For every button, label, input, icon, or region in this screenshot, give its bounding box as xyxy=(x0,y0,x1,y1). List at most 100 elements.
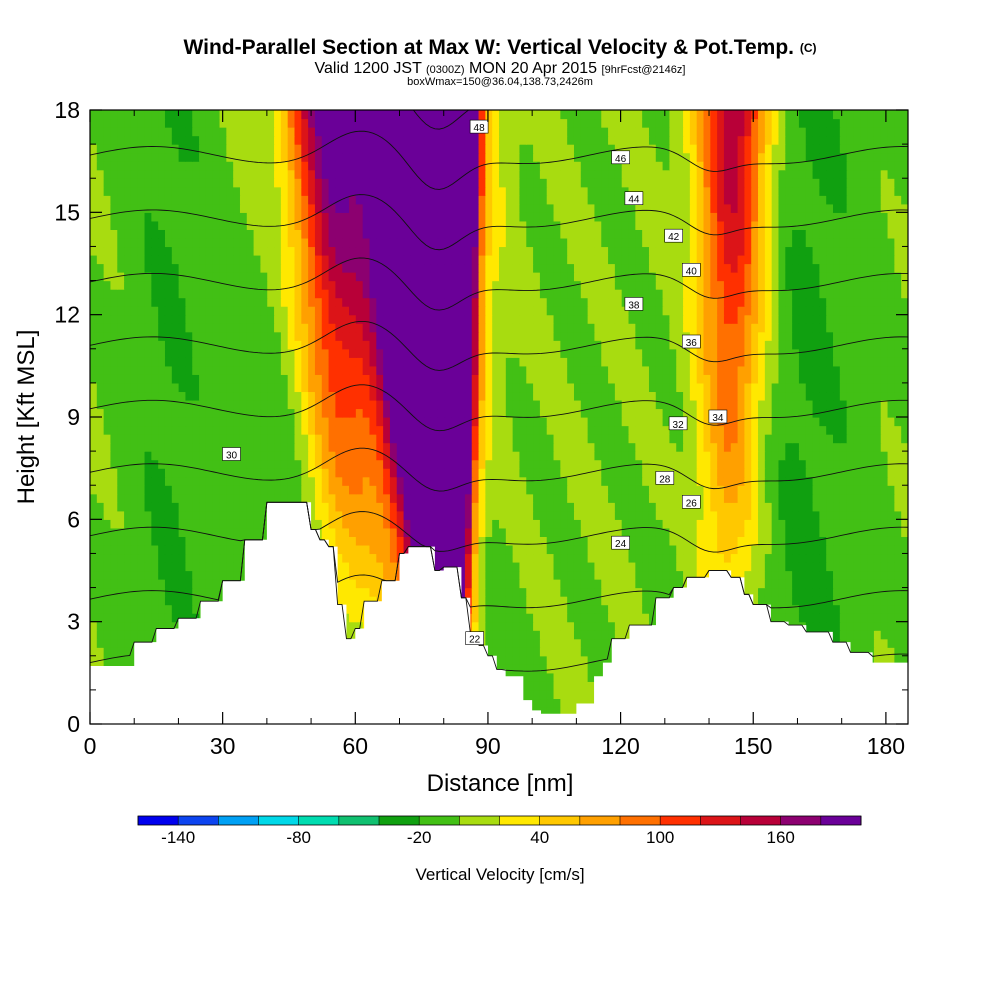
w-cell xyxy=(314,374,323,384)
w-cell xyxy=(580,613,589,623)
w-cell xyxy=(553,434,561,444)
w-cell xyxy=(553,561,561,572)
w-cell xyxy=(492,647,500,657)
w-cell xyxy=(867,459,875,469)
w-cell xyxy=(335,493,343,503)
w-cell xyxy=(737,502,745,512)
w-cell xyxy=(669,391,677,401)
w-cell xyxy=(137,544,146,555)
w-cell xyxy=(553,425,561,435)
w-cell xyxy=(642,417,650,427)
w-cell xyxy=(137,570,146,580)
w-cell xyxy=(621,374,630,384)
w-cell xyxy=(587,442,596,452)
w-cell xyxy=(130,408,139,418)
w-cell xyxy=(573,689,582,700)
w-cell xyxy=(880,613,889,623)
w-cell xyxy=(676,442,684,452)
w-cell xyxy=(437,510,446,520)
w-cell xyxy=(546,587,555,597)
w-cell xyxy=(499,399,507,410)
w-cell xyxy=(499,374,507,384)
w-cell xyxy=(130,561,139,572)
w-cell xyxy=(151,434,159,444)
w-cell xyxy=(580,476,589,486)
w-cell xyxy=(369,417,377,427)
w-cell xyxy=(349,476,357,486)
w-cell xyxy=(594,442,602,452)
w-cell xyxy=(812,493,820,503)
w-cell xyxy=(164,570,173,580)
w-cell xyxy=(683,570,691,580)
w-cell xyxy=(744,442,752,452)
w-cell xyxy=(178,468,187,478)
w-cell xyxy=(103,579,112,589)
w-cell xyxy=(519,442,527,452)
w-cell xyxy=(608,434,616,444)
w-cell xyxy=(717,519,725,529)
w-cell xyxy=(499,519,507,529)
w-cell xyxy=(812,570,820,580)
w-cell xyxy=(355,468,364,478)
w-cell xyxy=(873,382,882,393)
w-cell xyxy=(751,553,759,563)
w-cell xyxy=(417,485,425,495)
w-cell xyxy=(137,527,146,537)
w-cell xyxy=(526,544,534,555)
w-cell xyxy=(90,621,98,631)
w-cell xyxy=(744,544,752,555)
w-cell xyxy=(894,527,902,537)
w-cell xyxy=(662,544,671,555)
w-cell xyxy=(444,434,452,444)
w-cell xyxy=(464,382,473,393)
w-cell xyxy=(560,613,568,623)
w-cell xyxy=(662,417,671,427)
w-cell xyxy=(587,689,596,700)
w-cell xyxy=(526,485,534,495)
w-cell xyxy=(410,425,418,435)
w-cell xyxy=(117,561,125,572)
w-cell xyxy=(464,570,473,580)
w-cell xyxy=(703,451,711,461)
w-cell xyxy=(676,399,684,410)
w-cell xyxy=(839,553,848,563)
w-cell xyxy=(424,399,432,410)
w-cell xyxy=(158,510,166,520)
w-cell xyxy=(764,425,773,435)
w-cell xyxy=(608,408,616,418)
w-cell xyxy=(860,382,868,393)
w-cell xyxy=(744,391,752,401)
w-cell xyxy=(573,399,582,410)
w-cell xyxy=(117,544,125,555)
w-cell xyxy=(594,544,602,555)
w-cell xyxy=(471,519,480,529)
w-cell xyxy=(751,434,759,444)
w-cell xyxy=(349,502,357,512)
w-cell xyxy=(526,451,534,461)
w-cell xyxy=(873,570,882,580)
w-cell xyxy=(287,434,296,444)
w-cell xyxy=(758,408,766,418)
w-cell xyxy=(233,553,241,563)
w-cell xyxy=(117,391,125,401)
w-cell xyxy=(594,527,602,537)
w-cell xyxy=(403,374,411,384)
w-cell xyxy=(771,451,780,461)
w-cell xyxy=(723,442,732,452)
w-cell xyxy=(499,647,507,657)
w-cell xyxy=(533,485,541,495)
w-cell xyxy=(873,391,882,401)
w-cell xyxy=(376,553,384,563)
w-cell xyxy=(539,561,548,572)
w-cell xyxy=(376,391,384,401)
w-cell xyxy=(485,638,493,648)
w-cell xyxy=(267,365,275,375)
w-cell xyxy=(696,442,705,452)
w-cell xyxy=(573,587,582,597)
w-cell xyxy=(321,417,330,427)
w-cell xyxy=(853,374,861,384)
w-cell xyxy=(464,434,473,444)
w-cell xyxy=(396,527,405,537)
w-cell xyxy=(124,485,132,495)
w-cell xyxy=(110,502,118,512)
